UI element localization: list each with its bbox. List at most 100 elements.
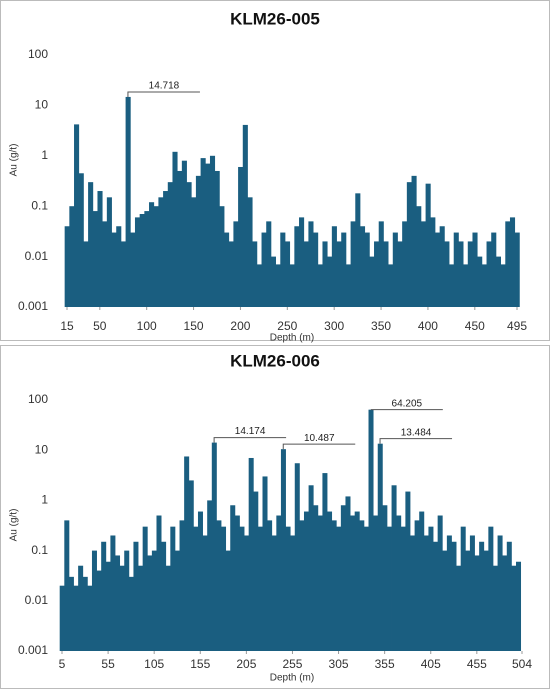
chart-title: KLM26-005 [230, 9, 320, 28]
bar [425, 183, 431, 307]
bar [433, 541, 439, 651]
bar [402, 221, 408, 307]
callout-line [379, 438, 453, 444]
bar [446, 535, 452, 651]
callout-line [213, 437, 287, 443]
bar [341, 232, 347, 307]
bar [289, 264, 295, 307]
bar [120, 241, 126, 307]
x-tick-label: 200 [230, 319, 250, 333]
bar [397, 241, 403, 307]
bar [64, 226, 70, 307]
bar [500, 264, 506, 307]
x-tick-label: 250 [277, 319, 297, 333]
bar [111, 232, 117, 307]
bar [495, 256, 501, 307]
bar [156, 515, 162, 651]
bar [474, 555, 480, 651]
bar [405, 491, 411, 651]
bar [225, 550, 231, 651]
bar [102, 221, 108, 307]
bar [364, 232, 370, 307]
bar [253, 491, 259, 651]
x-tick-label: 155 [190, 657, 210, 671]
bar [92, 211, 98, 307]
bar [411, 175, 417, 307]
bar [437, 515, 443, 651]
bar [128, 576, 134, 651]
bar [105, 561, 111, 651]
bar [184, 456, 190, 651]
bar [467, 241, 473, 307]
bar [492, 565, 498, 651]
bar [368, 409, 374, 651]
y-tick-label: 0.001 [18, 643, 48, 657]
bar [230, 505, 236, 651]
bar [449, 264, 455, 307]
bar [386, 526, 392, 651]
bar [313, 232, 319, 307]
bar [147, 555, 153, 651]
bar [294, 226, 300, 307]
bar [359, 226, 366, 307]
bar [505, 221, 511, 307]
bar [78, 565, 84, 651]
x-tick-label: 300 [324, 319, 344, 333]
bar [284, 241, 291, 307]
bar [144, 211, 150, 307]
bar [224, 232, 230, 307]
bar [138, 565, 144, 651]
bar [453, 232, 459, 307]
bar [469, 535, 475, 651]
bar [83, 241, 89, 307]
bar [228, 241, 234, 307]
bar [74, 124, 80, 307]
bar [248, 457, 254, 651]
bar [442, 550, 448, 651]
y-tick-label: 1 [41, 148, 48, 162]
bar [345, 496, 351, 651]
bar [439, 226, 445, 307]
bar [161, 541, 167, 651]
bar [139, 214, 145, 307]
bar [377, 443, 383, 651]
bar [238, 166, 244, 307]
bar [179, 520, 185, 651]
bar [276, 515, 282, 651]
chart-title: KLM26-006 [230, 351, 320, 370]
y-axis-title: Au (g/t) [9, 144, 20, 177]
bar [73, 585, 79, 651]
x-axis-title: Depth (m) [270, 333, 314, 344]
x-tick-label: 450 [465, 319, 485, 333]
bar [511, 565, 517, 651]
bar [209, 155, 216, 307]
bar [414, 520, 420, 651]
bar [174, 550, 180, 651]
bar [151, 550, 157, 651]
value-label: 10.487 [304, 433, 335, 444]
bar [486, 241, 492, 307]
bar [193, 526, 199, 651]
x-tick-label: 504 [512, 657, 532, 671]
y-tick-label: 0.001 [18, 299, 48, 313]
y-tick-label: 10 [35, 98, 49, 112]
bar [458, 241, 464, 307]
bar [502, 555, 508, 651]
bar [294, 463, 300, 651]
x-tick-label: 150 [184, 319, 204, 333]
bar [483, 550, 489, 651]
bar [165, 565, 171, 651]
bar [195, 175, 201, 307]
bar [354, 511, 360, 651]
x-tick-label: 50 [93, 319, 107, 333]
bar [188, 480, 194, 651]
x-tick-label: 350 [371, 319, 391, 333]
bar [378, 221, 384, 307]
bar [78, 173, 84, 307]
bar [472, 232, 478, 307]
bar [256, 264, 262, 307]
bar [130, 232, 136, 307]
x-axis-title: Depth (m) [270, 673, 314, 684]
x-tick-label: 255 [282, 657, 302, 671]
x-tick-label: 5 [59, 657, 66, 671]
